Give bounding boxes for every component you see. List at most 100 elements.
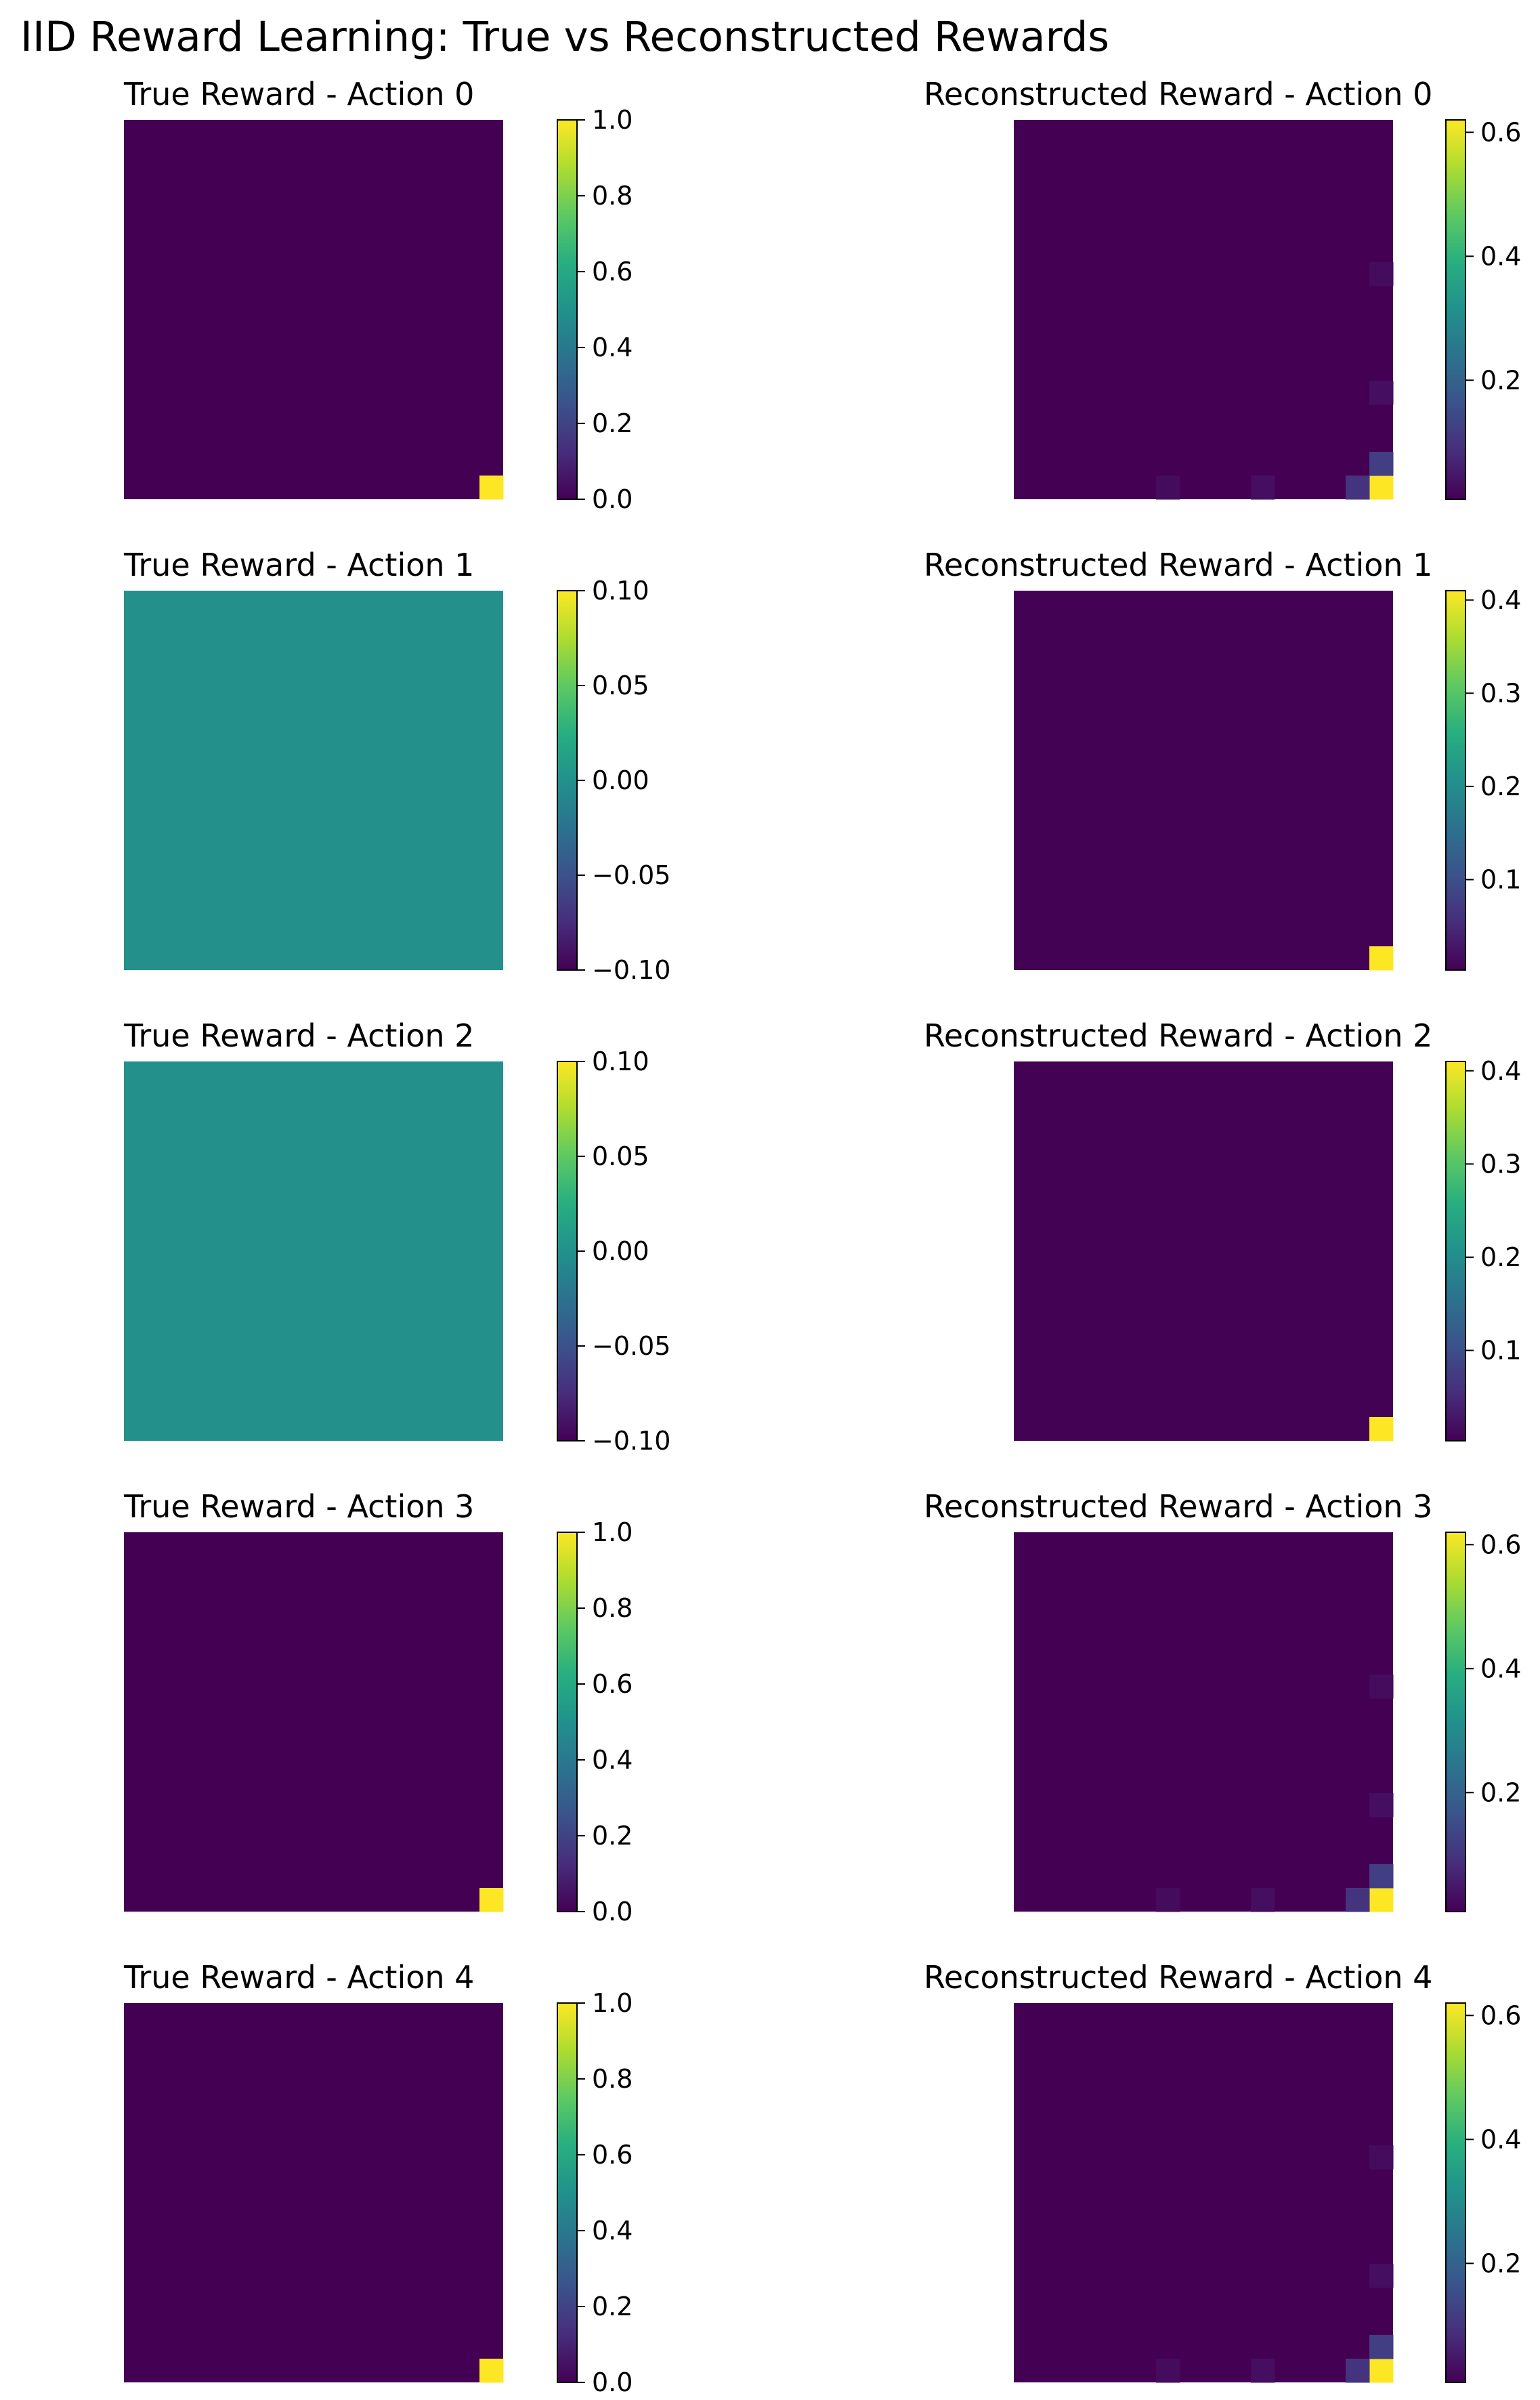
panels: True Reward - Action 0 0.0 0.2 0.4 0.6 0.8 1.0… bbox=[123, 76, 1521, 2397]
colorbar-tick-label: 0.6 bbox=[1480, 2000, 1521, 2030]
subplot-title: Reconstructed Reward - Action 1 bbox=[924, 547, 1432, 583]
heatmap-cell bbox=[1369, 381, 1394, 405]
subplot-title: Reconstructed Reward - Action 2 bbox=[924, 1017, 1432, 1054]
heatmap-cell bbox=[1369, 2264, 1394, 2288]
subplot-title: Reconstructed Reward - Action 4 bbox=[924, 1959, 1432, 1996]
subplot-title: Reconstructed Reward - Action 0 bbox=[924, 76, 1432, 112]
colorbar-tick-label: 0.05 bbox=[592, 671, 649, 700]
heatmap-reconstructed-reward-action-2: Reconstructed Reward - Action 2 0.1 0.2 0.3… bbox=[924, 1017, 1521, 1441]
colorbar: 0.2 0.4 0.6 bbox=[1445, 1530, 1521, 1912]
colorbar-gradient bbox=[557, 119, 578, 500]
colorbar: 0.2 0.4 0.6 bbox=[1445, 2000, 1521, 2383]
colorbar-tick-label: 0.0 bbox=[592, 1897, 633, 1927]
colorbar-gradient bbox=[1445, 2002, 1466, 2383]
colorbar-tick-label: 0.00 bbox=[592, 765, 649, 795]
figure-title: IID Reward Learning: True vs Reconstruct… bbox=[20, 13, 1109, 61]
colorbar-tick-label: 0.4 bbox=[1480, 2124, 1521, 2154]
heatmap-background bbox=[124, 591, 503, 970]
heatmap-cell bbox=[1369, 1793, 1394, 1817]
heatmap-background bbox=[124, 120, 503, 499]
colorbar-tick-label: 0.6 bbox=[1480, 1530, 1521, 1559]
colorbar-tick-label: 0.4 bbox=[592, 333, 633, 362]
colorbar-tick-label: 0.4 bbox=[1480, 1056, 1521, 1086]
colorbar: −0.10 −0.05 0.00 0.05 0.10 bbox=[557, 576, 670, 985]
heatmap-cell bbox=[1156, 1888, 1180, 1912]
colorbar-gradient bbox=[1445, 590, 1466, 971]
heatmap-cell bbox=[1156, 2359, 1180, 2383]
colorbar-tick-label: 0.2 bbox=[1480, 1777, 1521, 1807]
colorbar-tick-label: 0.6 bbox=[1480, 117, 1521, 147]
heatmap-cell bbox=[1369, 1417, 1394, 1441]
heatmap-background bbox=[1014, 1061, 1393, 1441]
colorbar-gradient bbox=[557, 1532, 578, 1912]
heatmap-background bbox=[1014, 120, 1393, 499]
colorbar-tick-label: −0.10 bbox=[592, 955, 670, 985]
heatmap-cell bbox=[479, 1888, 504, 1912]
colorbar-gradient bbox=[557, 590, 578, 971]
colorbar-tick-label: 0.6 bbox=[592, 1669, 633, 1699]
heatmap-true-reward-action-3: True Reward - Action 3 0.0 0.2 0.4 0.6 0.8 1.0 bbox=[123, 1488, 633, 1927]
heatmap-cell bbox=[1369, 476, 1394, 500]
colorbar-tick-label: 0.4 bbox=[592, 2216, 633, 2246]
colorbar: 0.0 0.2 0.4 0.6 0.8 1.0 bbox=[557, 105, 633, 514]
colorbar-tick-label: 0.8 bbox=[592, 2064, 633, 2094]
colorbar-tick-label: 1.0 bbox=[592, 1988, 633, 2018]
colorbar-gradient bbox=[1445, 119, 1466, 500]
colorbar-tick-label: −0.05 bbox=[592, 1331, 670, 1361]
heatmap-true-reward-action-1: True Reward - Action 1 −0.10 −0.05 0.00 0.05… bbox=[123, 547, 670, 985]
heatmap-background bbox=[1014, 591, 1393, 970]
colorbar-tick-label: 0.4 bbox=[1480, 1654, 1521, 1683]
heatmap-cell bbox=[1369, 1864, 1394, 1889]
colorbar-gradient bbox=[557, 2002, 578, 2383]
heatmap-cell bbox=[1346, 476, 1370, 500]
colorbar-gradient bbox=[557, 1061, 578, 1441]
heatmap-true-reward-action-2: True Reward - Action 2 −0.10 −0.05 0.00 0.05… bbox=[123, 1017, 670, 1456]
heatmap-true-reward-action-4: True Reward - Action 4 0.0 0.2 0.4 0.6 0.8 1.0 bbox=[123, 1959, 633, 2397]
colorbar-tick-label: 0.0 bbox=[592, 2367, 633, 2397]
heatmap-cell bbox=[1369, 1888, 1394, 1912]
heatmap-reconstructed-reward-action-3: Reconstructed Reward - Action 3 0.2 0.4 0.6 bbox=[924, 1488, 1521, 1912]
heatmap-cell bbox=[1251, 1888, 1275, 1912]
colorbar-tick-label: 0.1 bbox=[1480, 1336, 1521, 1366]
heatmap-cell bbox=[1369, 946, 1394, 971]
heatmap-cell bbox=[1369, 2145, 1394, 2170]
colorbar-tick-label: 0.4 bbox=[1480, 585, 1521, 615]
heatmap-cell bbox=[1369, 2359, 1394, 2383]
subplot-title: Reconstructed Reward - Action 3 bbox=[924, 1488, 1432, 1525]
heatmap-cell bbox=[479, 2359, 504, 2383]
colorbar-tick-label: 0.0 bbox=[592, 484, 633, 514]
colorbar-tick-label: 0.4 bbox=[592, 1745, 633, 1775]
subplot-title: True Reward - Action 1 bbox=[123, 547, 474, 583]
colorbar: 0.2 0.4 0.6 bbox=[1445, 117, 1521, 500]
colorbar-tick-label: 0.2 bbox=[592, 1821, 633, 1851]
colorbar-tick-label: 0.3 bbox=[1480, 678, 1521, 708]
heatmap-reconstructed-reward-action-0: Reconstructed Reward - Action 0 0.2 0.4 0.6 bbox=[924, 76, 1521, 500]
colorbar-tick-label: 0.6 bbox=[592, 2140, 633, 2170]
colorbar-tick-label: 0.00 bbox=[592, 1236, 649, 1266]
colorbar-tick-label: −0.05 bbox=[592, 860, 670, 890]
subplot-title: True Reward - Action 2 bbox=[123, 1017, 474, 1054]
colorbar: 0.0 0.2 0.4 0.6 0.8 1.0 bbox=[557, 1517, 633, 1927]
heatmap-reconstructed-reward-action-1: Reconstructed Reward - Action 1 0.1 0.2 0.3… bbox=[924, 547, 1521, 971]
colorbar-tick-label: 0.2 bbox=[1480, 2248, 1521, 2278]
heatmap-background bbox=[1014, 1532, 1393, 1912]
colorbar: 0.1 0.2 0.3 0.4 bbox=[1445, 585, 1521, 971]
colorbar: 0.1 0.2 0.3 0.4 bbox=[1445, 1056, 1521, 1441]
colorbar-tick-label: 0.4 bbox=[1480, 241, 1521, 271]
colorbar-tick-label: 0.6 bbox=[592, 257, 633, 287]
subplot-title: True Reward - Action 3 bbox=[123, 1488, 474, 1525]
colorbar-gradient bbox=[1445, 1061, 1466, 1441]
colorbar-tick-label: 0.2 bbox=[592, 2292, 633, 2321]
heatmap-background bbox=[124, 1061, 503, 1441]
colorbar-tick-label: −0.10 bbox=[592, 1426, 670, 1456]
heatmap-true-reward-action-0: True Reward - Action 0 0.0 0.2 0.4 0.6 0.8 1.0 bbox=[123, 76, 633, 514]
colorbar-tick-label: 0.8 bbox=[592, 1593, 633, 1623]
colorbar-tick-label: 0.1 bbox=[1480, 865, 1521, 895]
heatmap-cell bbox=[1251, 476, 1275, 500]
colorbar-tick-label: 1.0 bbox=[592, 1517, 633, 1547]
colorbar-tick-label: 0.2 bbox=[592, 408, 633, 438]
colorbar-tick-label: 0.8 bbox=[592, 181, 633, 211]
colorbar-tick-label: 0.3 bbox=[1480, 1149, 1521, 1179]
colorbar-tick-label: 0.10 bbox=[592, 1047, 649, 1076]
